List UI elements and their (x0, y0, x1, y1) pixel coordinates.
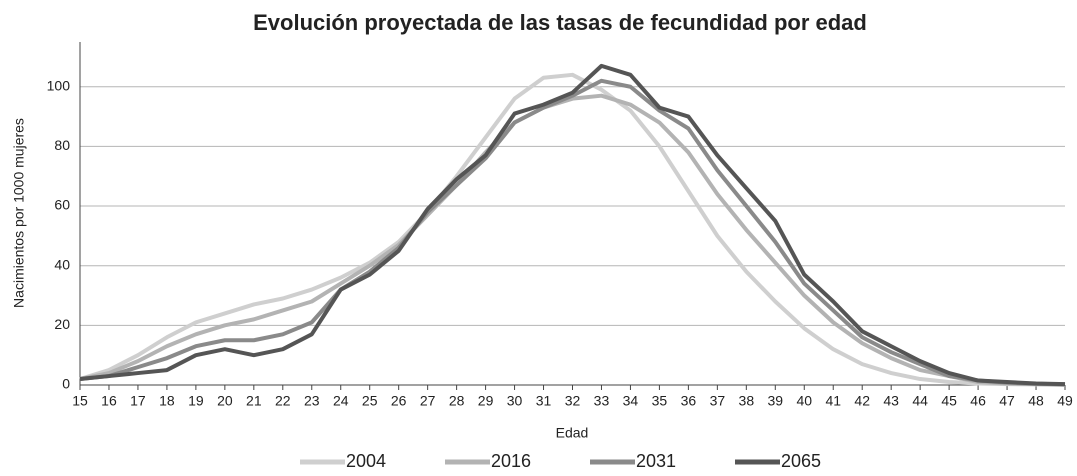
x-tick-label: 38 (739, 393, 755, 409)
x-tick-label: 31 (536, 393, 552, 409)
x-tick-label: 22 (275, 393, 291, 409)
x-tick-label: 26 (391, 393, 407, 409)
x-tick-label: 24 (333, 393, 349, 409)
legend-label: 2065 (781, 451, 821, 471)
x-tick-label: 42 (854, 393, 870, 409)
x-tick-label: 35 (652, 393, 668, 409)
x-tick-label: 44 (912, 393, 928, 409)
x-tick-label: 28 (449, 393, 465, 409)
chart-title: Evolución proyectada de las tasas de fec… (253, 10, 867, 35)
x-tick-label: 41 (825, 393, 841, 409)
y-tick-label: 100 (47, 77, 71, 93)
x-tick-label: 43 (883, 393, 899, 409)
x-tick-label: 18 (159, 393, 175, 409)
x-axis-label: Edad (556, 425, 589, 441)
x-tick-label: 17 (130, 393, 146, 409)
y-axis-label: Nacimientos por 1000 mujeres (11, 118, 27, 308)
legend-label: 2016 (491, 451, 531, 471)
x-tick-label: 19 (188, 393, 204, 409)
x-tick-label: 20 (217, 393, 233, 409)
series-line (79, 93, 1066, 387)
x-tick-label: 49 (1057, 393, 1073, 409)
x-tick-label: 33 (594, 393, 610, 409)
y-tick-label: 0 (62, 376, 70, 392)
y-tick-label: 40 (54, 256, 70, 272)
x-tick-label: 39 (768, 393, 784, 409)
x-tick-label: 16 (101, 393, 117, 409)
x-tick-label: 32 (565, 393, 581, 409)
x-tick-label: 27 (420, 393, 436, 409)
x-tick-label: 47 (999, 393, 1015, 409)
x-tick-label: 29 (478, 393, 494, 409)
x-tick-label: 21 (246, 393, 262, 409)
x-tick-label: 40 (796, 393, 812, 409)
series-line (79, 72, 1066, 387)
x-tick-label: 48 (1028, 393, 1044, 409)
x-tick-label: 30 (507, 393, 523, 409)
y-tick-label: 20 (54, 316, 70, 332)
x-tick-label: 46 (970, 393, 986, 409)
x-tick-label: 23 (304, 393, 320, 409)
y-tick-label: 80 (54, 137, 70, 153)
series-line (79, 63, 1066, 387)
x-tick-label: 36 (681, 393, 697, 409)
x-tick-label: 45 (941, 393, 957, 409)
x-tick-label: 34 (623, 393, 639, 409)
x-tick-label: 37 (710, 393, 726, 409)
x-tick-label: 25 (362, 393, 378, 409)
legend-label: 2004 (346, 451, 386, 471)
legend-label: 2031 (636, 451, 676, 471)
x-tick-label: 15 (72, 393, 88, 409)
series-line (79, 78, 1066, 387)
y-tick-label: 60 (54, 197, 70, 213)
